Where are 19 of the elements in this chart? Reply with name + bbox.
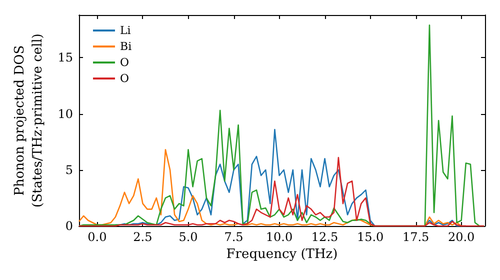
x-tick-label: 12.5 <box>311 230 338 244</box>
x-tick-label: 15.0 <box>356 230 384 244</box>
y-axis-title: Phonon projected DOS (States/THz·primitive cell) <box>12 33 46 208</box>
y-tick-label: 10 <box>58 106 73 121</box>
x-tick-label: 0.0 <box>88 230 107 244</box>
legend-label: Bi <box>120 40 132 53</box>
legend-label: Li <box>120 24 132 37</box>
x-tick-label: 2.5 <box>133 230 152 244</box>
x-tick-label: 20.0 <box>448 230 475 244</box>
y-tick-label: 15 <box>58 50 73 65</box>
x-axis-title: Frequency (THz) <box>226 247 338 262</box>
x-tick-label: 10.0 <box>266 230 293 244</box>
x-tick-label: 5.0 <box>178 230 198 244</box>
legend-label: O <box>120 72 130 85</box>
legend-label: O <box>120 56 130 69</box>
x-tick-label: 17.5 <box>402 230 430 244</box>
y-tick-label: 5 <box>65 162 73 177</box>
x-tick-label: 7.5 <box>224 230 244 244</box>
y-tick-label: 0 <box>65 219 73 233</box>
